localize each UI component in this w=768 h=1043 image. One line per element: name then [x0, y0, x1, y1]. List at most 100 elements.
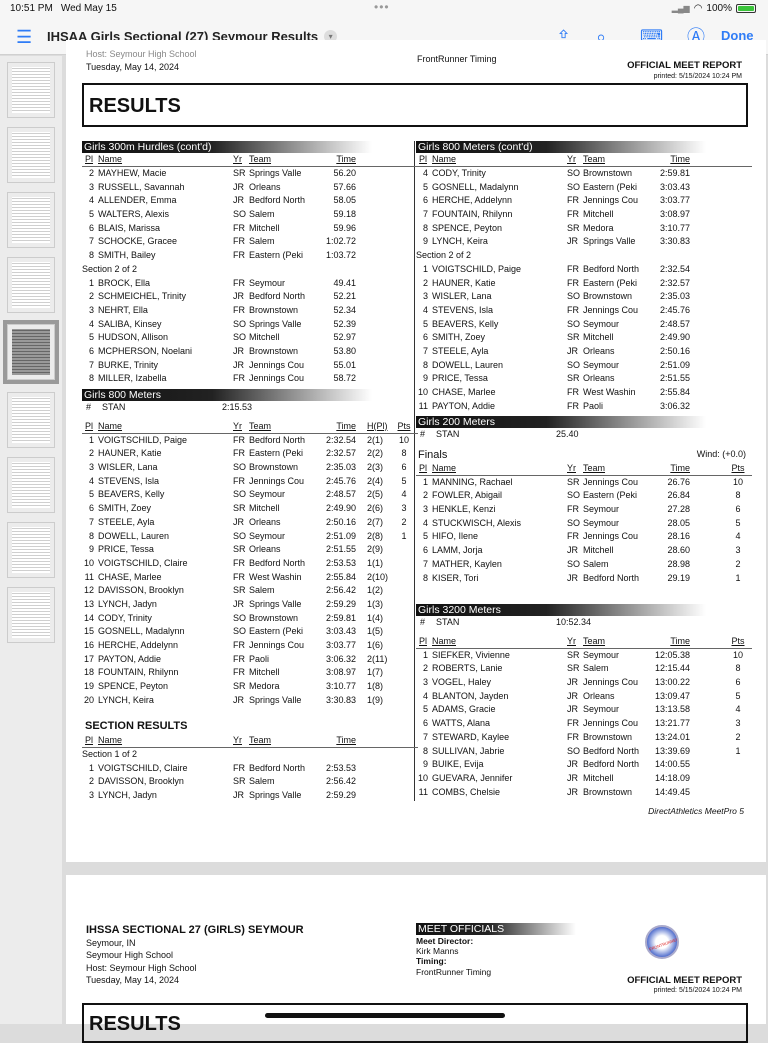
cell-place: 4	[422, 517, 428, 528]
cell-team: Bedford North	[583, 759, 640, 770]
stan-hash: #	[420, 429, 426, 439]
cell-points: 3	[735, 545, 741, 556]
page-thumbnail[interactable]	[7, 257, 55, 313]
cell-place: 8	[422, 745, 428, 756]
header-team: Team	[583, 635, 606, 646]
cell-year: JR	[567, 677, 578, 688]
table-row: 2 HAUNER, Katie FR Eastern (Peki 2:32.57 2(2)…	[82, 447, 416, 461]
cell-team: Orleans	[583, 345, 615, 356]
logo-text: FRONTRUNNER TIMING	[648, 931, 679, 952]
page-thumbnail[interactable]	[7, 192, 55, 248]
cell-time: 2:48.57	[659, 318, 690, 329]
software-credit: DirectAthletics MeetPro 5	[648, 806, 744, 816]
header-name: Name	[432, 154, 457, 164]
cell-points: 8	[401, 448, 407, 459]
cell-time: 52.39	[333, 318, 356, 329]
cell-year: FR	[233, 653, 245, 664]
cell-year: FR	[567, 731, 579, 742]
cell-place: 3	[422, 291, 428, 302]
table-row: 2 FOWLER, Abigail SO Eastern (Peki 26.84 8	[416, 489, 750, 503]
table-row: 1 MANNING, Rachael SR Jennings Cou 26.76 10	[416, 476, 750, 490]
cell-place: 9	[422, 759, 428, 770]
cell-name: SULLIVAN, Jabrie	[432, 745, 505, 756]
multitasking-dots-icon[interactable]: •••	[374, 0, 390, 14]
cell-name: ROBERTS, Lanie	[432, 663, 503, 674]
cell-place: 4	[422, 168, 428, 178]
search-icon[interactable]: ⌕	[596, 27, 607, 47]
page-thumbnail[interactable]	[7, 587, 55, 643]
cell-points: 6	[735, 677, 741, 688]
page-thumbnail-selected[interactable]	[3, 320, 59, 384]
page-thumbnail[interactable]	[7, 392, 55, 448]
header-time: Time	[670, 154, 690, 164]
cell-heat-place: 1(8)	[367, 681, 384, 692]
table-row: 7 STEELE, Ayla JR Orleans 2:50.16 2(7) 2	[82, 516, 416, 530]
cell-name: LYNCH, Jadyn	[98, 598, 157, 609]
header-points: Pts	[397, 420, 411, 431]
printed-date: printed: 5/15/2024 10:24 PM	[653, 987, 742, 994]
table-row: 19 SPENCE, Peyton SR Medora 3:10.77 1(8)	[82, 680, 416, 694]
cell-team: Mitchell	[249, 503, 280, 514]
cell-place: 4	[422, 304, 428, 315]
cell-time: 2:35.03	[659, 291, 690, 302]
cell-place: 9	[422, 373, 428, 384]
table-row: 7 STEWARD, Kaylee FR Brownstown 13:24.01 2	[416, 731, 750, 745]
cell-name: LYNCH, Jadyn	[98, 790, 157, 801]
cell-team: Brownstown	[249, 345, 299, 356]
column-header-row: Pl Name Yr Team Time Pts	[416, 463, 752, 476]
cell-time: 2:48.57	[325, 489, 356, 500]
cell-year: SO	[233, 462, 247, 473]
cell-year: SO	[567, 291, 581, 302]
event-block: Girls 300m Hurdles (cont'd) Pl Name Yr Team T…	[82, 141, 418, 386]
table-row: 5 ADAMS, Gracie JR Seymour 13:13.58 4	[416, 703, 750, 717]
meet-date: Tuesday, May 14, 2024	[86, 975, 180, 985]
table-row: 16 HERCHE, Addelynn FR Jennings Cou 3:03.77 1…	[82, 639, 416, 653]
table-row: 9 PRICE, Tessa SR Orleans 2:51.55	[416, 372, 750, 386]
cell-time: 13:21.77	[654, 718, 690, 729]
cell-place: 5	[422, 181, 428, 192]
cell-team: Springs Valle	[249, 694, 302, 705]
cell-place: 4	[88, 475, 94, 486]
cell-heat-place: 2(3)	[367, 462, 384, 473]
cell-time: 2:32.57	[325, 448, 356, 459]
page-thumbnail[interactable]	[7, 457, 55, 513]
cell-place: 9	[422, 236, 428, 247]
timing-text: FrontRunner Timing	[417, 54, 497, 64]
cell-place: 1	[88, 762, 94, 773]
list-icon[interactable]: ☰	[16, 27, 33, 47]
cell-name: STUCKWISCH, Alexis	[432, 517, 522, 528]
cell-year: SR	[233, 168, 246, 178]
cell-points: 10	[732, 476, 743, 487]
cell-time: 2:55.84	[659, 387, 690, 397]
section-label: Section 1 of 2	[82, 749, 138, 759]
page-thumbnail[interactable]	[7, 522, 55, 578]
page-thumbnail[interactable]	[7, 62, 55, 118]
header-team: Team	[249, 735, 272, 745]
cell-year: JR	[567, 345, 578, 356]
meet-city: Seymour, IN	[86, 938, 136, 948]
cell-year: FR	[233, 373, 245, 384]
table-row: 3 WISLER, Lana SO Brownstown 2:35.03 2(3) 6	[82, 461, 416, 475]
cell-team: Eastern (Peki	[249, 448, 304, 459]
home-indicator[interactable]	[265, 1013, 505, 1018]
cell-team: Springs Valle	[249, 318, 302, 329]
table-row: 1 VOIGTSCHILD, Claire FR Bedford North 2:53.…	[82, 762, 416, 776]
thumbnail-sidebar[interactable]	[0, 56, 62, 1024]
cell-time: 59.96	[333, 222, 356, 233]
table-row: 6 SMITH, Zoey SR Mitchell 2:49.90 2(6) 3	[82, 502, 416, 516]
cell-team: Mitchell	[249, 332, 280, 343]
page-thumbnail[interactable]	[7, 127, 55, 183]
cell-team: Seymour	[583, 517, 620, 528]
chevron-down-icon[interactable]: ▾	[324, 30, 338, 43]
cell-time: 3:03.77	[659, 195, 690, 206]
event-block: Girls 800 Meters # STAN 2:15.53 Pl Name Yr Team…	[82, 389, 418, 707]
cell-team: Bedford North	[249, 762, 306, 773]
cell-name: LYNCH, Keira	[432, 236, 488, 247]
done-button[interactable]: Done	[721, 28, 754, 43]
table-row: 9 LYNCH, Keira JR Springs Valle 3:30.83	[416, 235, 750, 249]
cell-name: HERCHE, Addelynn	[432, 195, 513, 206]
cell-time: 58.05	[333, 195, 356, 206]
event-title-bar: Girls 3200 Meters	[416, 604, 706, 616]
cell-team: Seymour	[583, 318, 620, 329]
battery-icon	[736, 4, 756, 13]
